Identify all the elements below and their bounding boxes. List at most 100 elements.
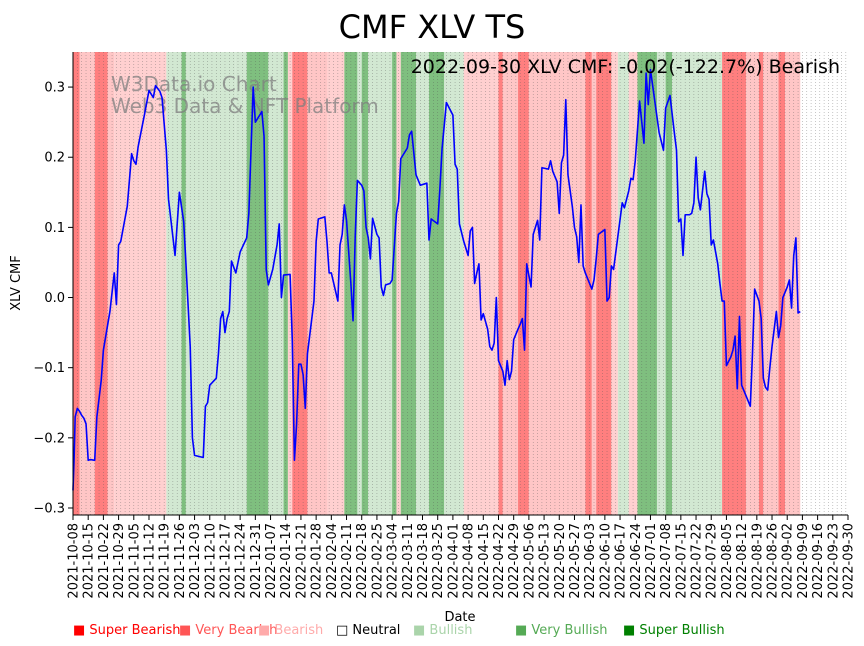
x-tick-label: 2022-04-29 <box>507 523 522 599</box>
regime-band-44 <box>763 52 779 515</box>
x-tick-label: 2022-07-29 <box>705 523 720 599</box>
regime-band-3 <box>107 52 115 515</box>
x-tick-label: 2021-12-31 <box>249 523 264 599</box>
y-tick-label: 0.2 <box>44 151 65 166</box>
regime-band-37 <box>637 52 657 515</box>
regime-band-33 <box>596 52 612 515</box>
regime-band-18 <box>361 52 369 515</box>
x-tick-label: 2022-07-22 <box>690 523 705 599</box>
x-tick-label: 2022-05-06 <box>522 523 537 599</box>
y-tick-label: −0.1 <box>33 361 65 376</box>
x-tick-label: 2021-12-03 <box>188 523 203 599</box>
x-tick-label: 2022-05-27 <box>568 523 583 599</box>
x-tick-label: 2022-09-09 <box>796 523 811 599</box>
x-tick-label: 2022-06-17 <box>614 523 629 599</box>
x-axis-label: Date <box>444 610 475 625</box>
x-tick-label: 2022-03-11 <box>401 523 416 599</box>
regime-band-5 <box>166 52 182 515</box>
x-tick-label: 2022-07-08 <box>659 523 674 599</box>
regime-band-23 <box>415 52 430 515</box>
regime-band-39 <box>665 52 673 515</box>
legend-item: ■ Super Bearish <box>73 623 181 638</box>
regime-band-43 <box>758 52 764 515</box>
y-tick-label: 0.0 <box>44 291 65 306</box>
chart-title: CMF XLV TS <box>339 8 526 46</box>
x-tick-label: 2021-11-05 <box>127 523 142 599</box>
x-tick-label: 2022-08-12 <box>735 523 750 599</box>
regime-band-0 <box>73 52 80 515</box>
vertical-gridlines <box>72 52 847 515</box>
x-tick-label: 2022-09-02 <box>781 523 796 599</box>
x-tick-label: 2022-03-18 <box>416 523 431 599</box>
x-tick-label: 2021-10-22 <box>97 523 112 599</box>
regime-band-35 <box>617 52 629 515</box>
x-tick-label: 2022-04-01 <box>446 523 461 599</box>
x-tick-label: 2022-03-04 <box>386 523 401 599</box>
regime-band-45 <box>778 52 786 515</box>
cmf-series-line <box>72 68 801 491</box>
x-tick-label: 2021-12-24 <box>234 523 249 599</box>
x-tick-label: 2021-10-15 <box>82 523 97 599</box>
x-tick-label: 2022-01-21 <box>294 523 309 599</box>
regime-band-15 <box>326 52 345 515</box>
regime-band-40 <box>672 52 723 515</box>
x-tick-label: 2022-08-19 <box>750 523 765 599</box>
legend-item: ■ Super Bullish <box>623 623 725 638</box>
regime-band-30 <box>528 52 586 515</box>
regime-band-22 <box>400 52 416 515</box>
legend-item: ■ Very Bearish <box>179 623 277 638</box>
regime-band-8 <box>235 52 247 515</box>
x-tick-label: 2022-06-24 <box>629 523 644 599</box>
x-tick-label: 2022-04-22 <box>492 523 507 599</box>
regime-band-38 <box>656 52 666 515</box>
legend-item: ■ Bearish <box>258 623 323 638</box>
x-tick-label: 2022-09-30 <box>842 523 857 599</box>
x-tick-label: 2021-11-26 <box>173 523 188 599</box>
x-tick-label: 2022-08-05 <box>720 523 735 599</box>
regime-band-7 <box>185 52 236 515</box>
regime-band-14 <box>307 52 327 515</box>
legend-item: □ Neutral <box>336 623 400 638</box>
legend-item: ■ Bullish <box>413 623 472 638</box>
regime-band-9 <box>246 52 269 515</box>
x-tick-label: 2022-03-25 <box>431 523 446 599</box>
x-tick-label: 2022-02-11 <box>340 523 355 599</box>
y-axis: −0.3 −0.2 −0.1 0.0 0.1 0.2 0.3 <box>33 81 73 516</box>
regime-band-42 <box>745 52 759 515</box>
watermark-line-1: W3Data.io Chart <box>111 72 277 96</box>
regime-band-31 <box>585 52 592 515</box>
x-tick-label: 2022-01-28 <box>310 523 325 599</box>
regime-band-25 <box>444 52 464 515</box>
regime-band-34 <box>611 52 618 515</box>
y-tick-label: −0.3 <box>33 501 65 516</box>
y-tick-label: −0.2 <box>33 431 65 446</box>
regime-legend: ■ Super Bearish■ Very Bearish■ Bearish □ … <box>73 623 725 638</box>
y-tick-label: 0.3 <box>44 81 65 96</box>
regime-band-10 <box>268 52 284 515</box>
x-tick-label: 2022-08-26 <box>766 523 781 599</box>
latest-value-annotation: 2022-09-30 XLV CMF: -0.02(-122.7%) Beari… <box>411 56 840 78</box>
y-tick-label: 0.1 <box>44 221 65 236</box>
x-tick-label: 2021-10-08 <box>67 523 82 599</box>
x-tick-label: 2022-01-07 <box>264 523 279 599</box>
regime-band-27 <box>498 52 503 515</box>
x-tick-label: 2021-12-10 <box>203 523 218 599</box>
x-tick-label: 2022-07-15 <box>674 523 689 599</box>
x-tick-label: 2022-05-20 <box>553 523 568 599</box>
regime-band-1 <box>79 52 95 515</box>
regime-band-19 <box>368 52 393 515</box>
y-axis-label: XLV CMF <box>9 255 24 311</box>
x-tick-label: 2022-02-04 <box>325 523 340 599</box>
regime-band-28 <box>502 52 519 515</box>
x-tick-label: 2021-11-12 <box>142 523 157 599</box>
regime-band-29 <box>518 52 529 515</box>
x-tick-label: 2021-11-19 <box>158 523 173 599</box>
x-tick-label: 2022-07-01 <box>644 523 659 599</box>
x-tick-label: 2022-06-03 <box>583 523 598 599</box>
x-tick-label: 2022-05-13 <box>538 523 553 599</box>
watermark-line-2: Web3 Data & NFT Platform <box>111 94 379 118</box>
x-tick-label: 2022-09-23 <box>826 523 841 599</box>
legend-item: ■ Very Bullish <box>515 623 607 638</box>
regime-band-6 <box>181 52 186 515</box>
